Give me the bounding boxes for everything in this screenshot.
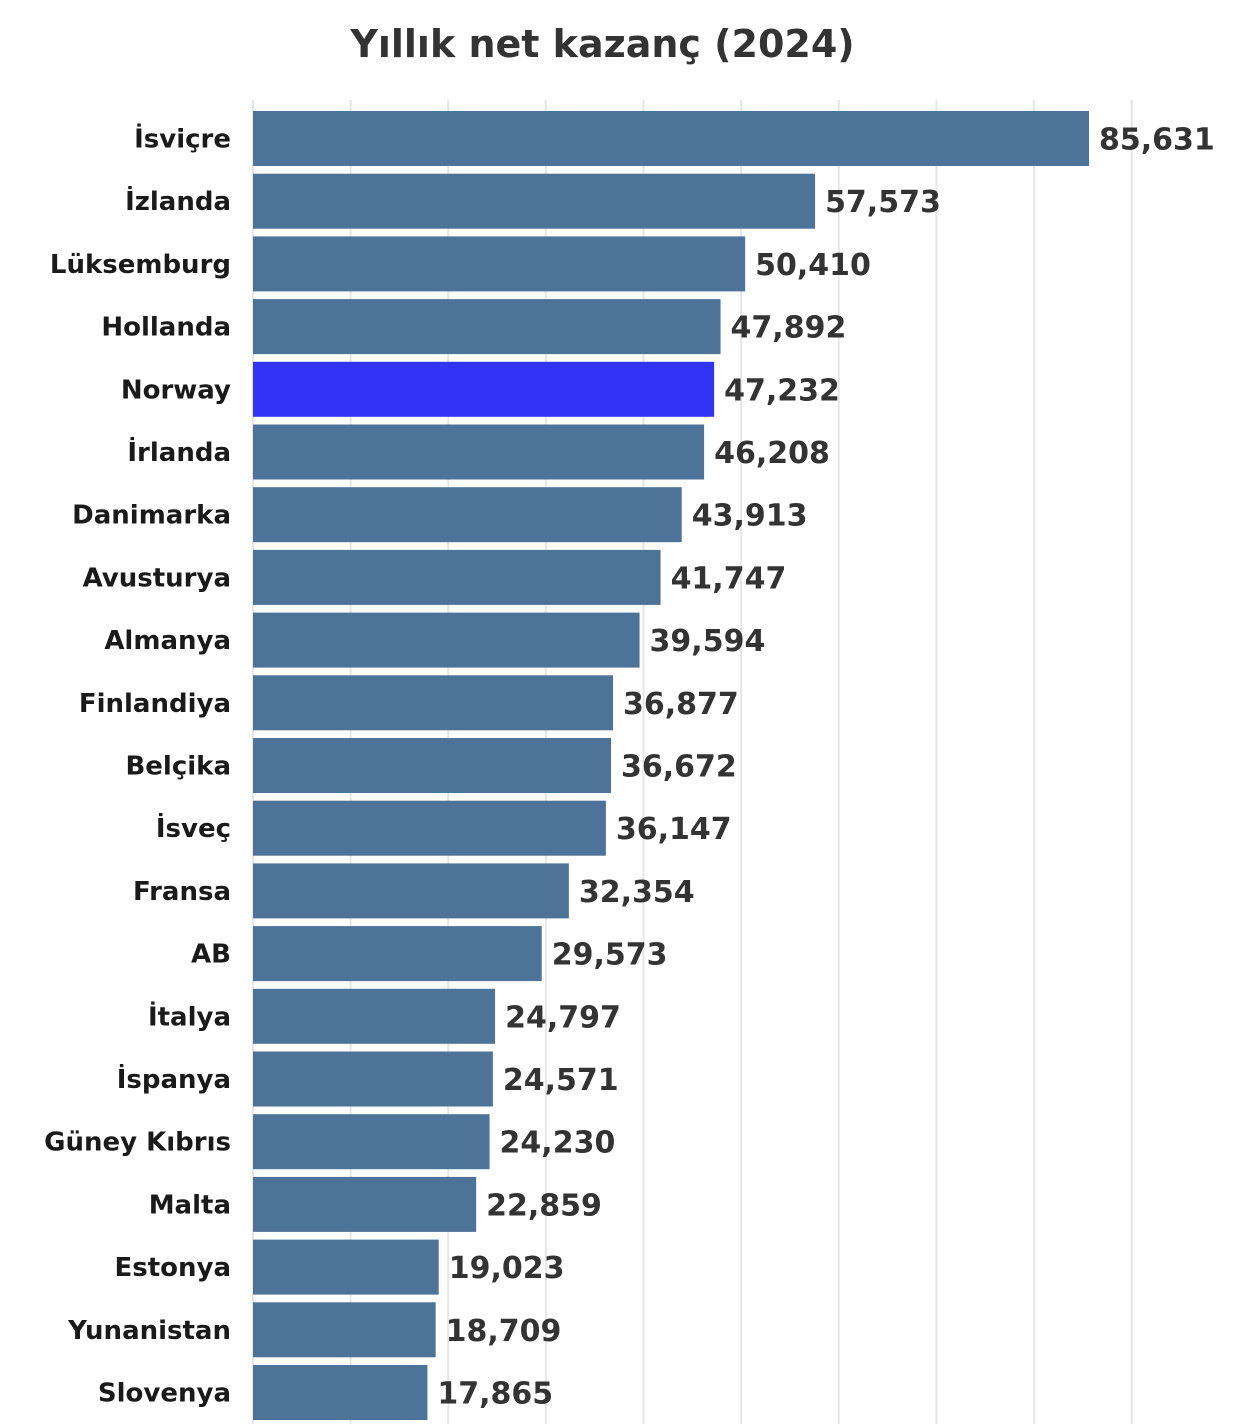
category-label: Estonya [114, 1253, 231, 1283]
bar [253, 1176, 477, 1232]
category-label: Danimarka [72, 501, 231, 531]
bar [253, 675, 614, 731]
value-label: 18,709 [446, 1314, 562, 1349]
bar [253, 926, 542, 982]
bar [253, 1365, 428, 1420]
category-label: Almanya [104, 626, 231, 656]
bar [253, 299, 721, 355]
category-label: Norway [121, 375, 231, 405]
bar [253, 1114, 490, 1170]
value-label: 32,354 [579, 875, 695, 910]
value-label: 17,865 [437, 1377, 553, 1412]
category-label: Fransa [133, 877, 231, 907]
bar [253, 988, 496, 1044]
value-label: 57,573 [825, 185, 941, 220]
value-label: 41,747 [671, 561, 787, 596]
value-label: 36,672 [621, 750, 737, 785]
bar [253, 424, 705, 480]
chart-title: Yıllık net kazanç (2024) [350, 22, 855, 66]
value-label: 46,208 [714, 436, 830, 471]
category-label: Lüksemburg [50, 250, 231, 280]
bar [253, 863, 569, 919]
category-label: Hollanda [101, 313, 231, 343]
bar [253, 1239, 439, 1295]
category-label: İrlanda [127, 436, 231, 468]
value-label: 47,892 [731, 311, 847, 346]
value-label: 29,573 [552, 938, 668, 973]
category-labels: İsviçre İzlanda Lüksemburg Hollanda Norway İr… [44, 123, 231, 1409]
bar [253, 1051, 493, 1107]
category-label: Yunanistan [67, 1316, 231, 1346]
category-label: İtalya [148, 1000, 231, 1032]
bar [253, 738, 612, 793]
bar [253, 173, 816, 229]
category-label: Finlandiya [79, 689, 231, 719]
category-label: İsviçre [134, 123, 231, 155]
value-label: 24,230 [500, 1126, 616, 1161]
bars [253, 111, 1089, 1420]
category-label: Güney Kıbrıs [44, 1128, 231, 1158]
bar [253, 111, 1089, 166]
bar [253, 361, 715, 417]
category-label: İsveç [156, 812, 231, 844]
value-label: 22,859 [486, 1188, 602, 1223]
category-label: Malta [149, 1190, 231, 1220]
category-label: Slovenya [98, 1379, 231, 1409]
bar [253, 236, 746, 292]
value-label: 47,232 [724, 373, 840, 408]
category-label: Belçika [125, 752, 231, 782]
value-label: 50,410 [755, 248, 871, 283]
bar [253, 487, 682, 543]
value-label: 85,631 [1099, 123, 1215, 158]
bar [253, 549, 661, 605]
bar [253, 1302, 436, 1358]
value-label: 43,913 [692, 499, 808, 534]
value-label: 36,877 [623, 687, 739, 722]
bar [253, 612, 640, 668]
value-label: 36,147 [616, 812, 732, 847]
category-label: İspanya [117, 1063, 231, 1095]
bar [253, 800, 606, 856]
category-label: Avusturya [83, 563, 231, 593]
value-label: 24,571 [503, 1063, 619, 1098]
value-labels: 85,631 57,573 50,410 47,892 47,232 46,208 43,9… [437, 123, 1214, 1412]
category-label: İzlanda [125, 185, 231, 217]
value-label: 19,023 [449, 1251, 565, 1286]
value-label: 39,594 [650, 624, 766, 659]
value-label: 24,797 [505, 1000, 621, 1035]
category-label: AB [191, 940, 231, 970]
